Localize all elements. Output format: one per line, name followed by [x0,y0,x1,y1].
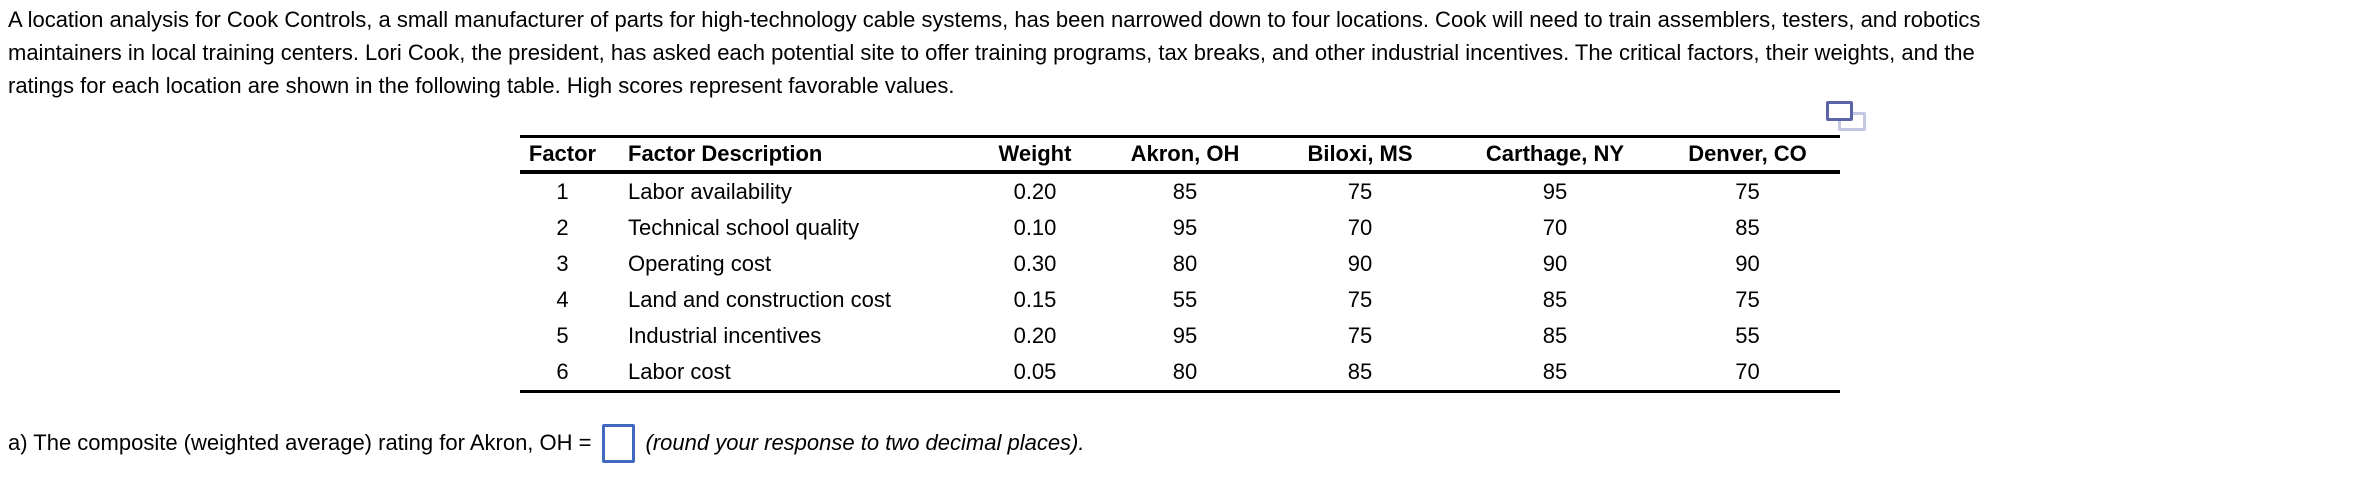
cell-biloxi: 75 [1347,323,1373,348]
col-header-akron: Akron, OH [1105,136,1265,174]
cell-akron: 95 [1172,215,1198,240]
cell-carthage: 95 [1542,179,1568,204]
cell-factor: 3 [556,251,569,276]
cell-biloxi: 85 [1347,359,1373,384]
cell-akron: 95 [1172,323,1198,348]
question-a: a) The composite (weighted average) rati… [8,422,1085,464]
cell-biloxi: 75 [1347,287,1373,312]
cell-factor: 6 [556,359,569,384]
cell-akron: 55 [1172,287,1198,312]
cell-denver: 75 [1735,179,1760,204]
table-row: 6 Labor cost 0.05 80 85 85 70 [520,354,1840,392]
problem-statement-line-2: maintainers in local training centers. L… [8,40,1975,65]
cell-denver: 55 [1735,323,1760,348]
table-row: 4 Land and construction cost 0.15 55 75 … [520,282,1840,318]
factor-rating-table: Factor Factor Description Weight Akron, … [520,135,1840,393]
cell-description: Operating cost [628,251,772,276]
cell-carthage: 85 [1542,287,1568,312]
cell-weight: 0.20 [1013,323,1057,348]
cell-akron: 85 [1172,179,1198,204]
table-header-row: Factor Factor Description Weight Akron, … [520,136,1840,174]
col-header-weight: Weight [965,136,1105,174]
cell-carthage: 85 [1542,359,1568,384]
cell-description: Technical school quality [628,215,860,240]
table-row: 2 Technical school quality 0.10 95 70 70… [520,210,1840,246]
col-header-factor: Factor [520,136,605,174]
col-header-denver: Denver, CO [1655,136,1840,174]
cell-factor: 1 [556,179,569,204]
cell-weight: 0.10 [1013,215,1057,240]
cell-description: Labor cost [628,359,731,384]
question-a-text: a) The composite (weighted average) rati… [8,430,592,455]
cell-denver: 90 [1735,251,1760,276]
problem-statement: A location analysis for Cook Controls, a… [8,3,1980,102]
table-row: 5 Industrial incentives 0.20 95 75 85 55 [520,318,1840,354]
cell-akron: 80 [1172,251,1198,276]
table-row: 1 Labor availability 0.20 85 75 95 75 [520,172,1840,210]
answer-input-akron[interactable] [601,423,635,463]
cell-factor: 2 [556,215,569,240]
cell-weight: 0.20 [1013,179,1057,204]
cell-denver: 75 [1735,287,1760,312]
question-a-hint: (round your response to two decimal plac… [645,430,1085,455]
cell-akron: 80 [1172,359,1198,384]
cell-biloxi: 75 [1347,179,1373,204]
copy-table-icon[interactable] [1826,101,1870,134]
cell-denver: 85 [1735,215,1760,240]
cell-description: Labor availability [628,179,792,204]
cell-weight: 0.05 [1013,359,1057,384]
cell-carthage: 90 [1542,251,1568,276]
cell-description: Industrial incentives [628,323,822,348]
problem-statement-line-1: A location analysis for Cook Controls, a… [8,7,1981,32]
cell-denver: 70 [1735,359,1760,384]
cell-carthage: 85 [1542,323,1568,348]
cell-carthage: 70 [1542,215,1568,240]
cell-biloxi: 90 [1347,251,1373,276]
cell-description: Land and construction cost [628,287,891,312]
cell-factor: 4 [556,287,569,312]
problem-statement-line-3: ratings for each location are shown in t… [8,73,955,98]
col-header-description: Factor Description [605,136,965,174]
col-header-carthage: Carthage, NY [1455,136,1655,174]
cell-weight: 0.30 [1013,251,1057,276]
table-row: 3 Operating cost 0.30 80 90 90 90 [520,246,1840,282]
col-header-biloxi: Biloxi, MS [1265,136,1455,174]
cell-factor: 5 [556,323,569,348]
copy-icon-front-rect [1826,101,1853,121]
cell-biloxi: 70 [1347,215,1373,240]
cell-weight: 0.15 [1013,287,1057,312]
